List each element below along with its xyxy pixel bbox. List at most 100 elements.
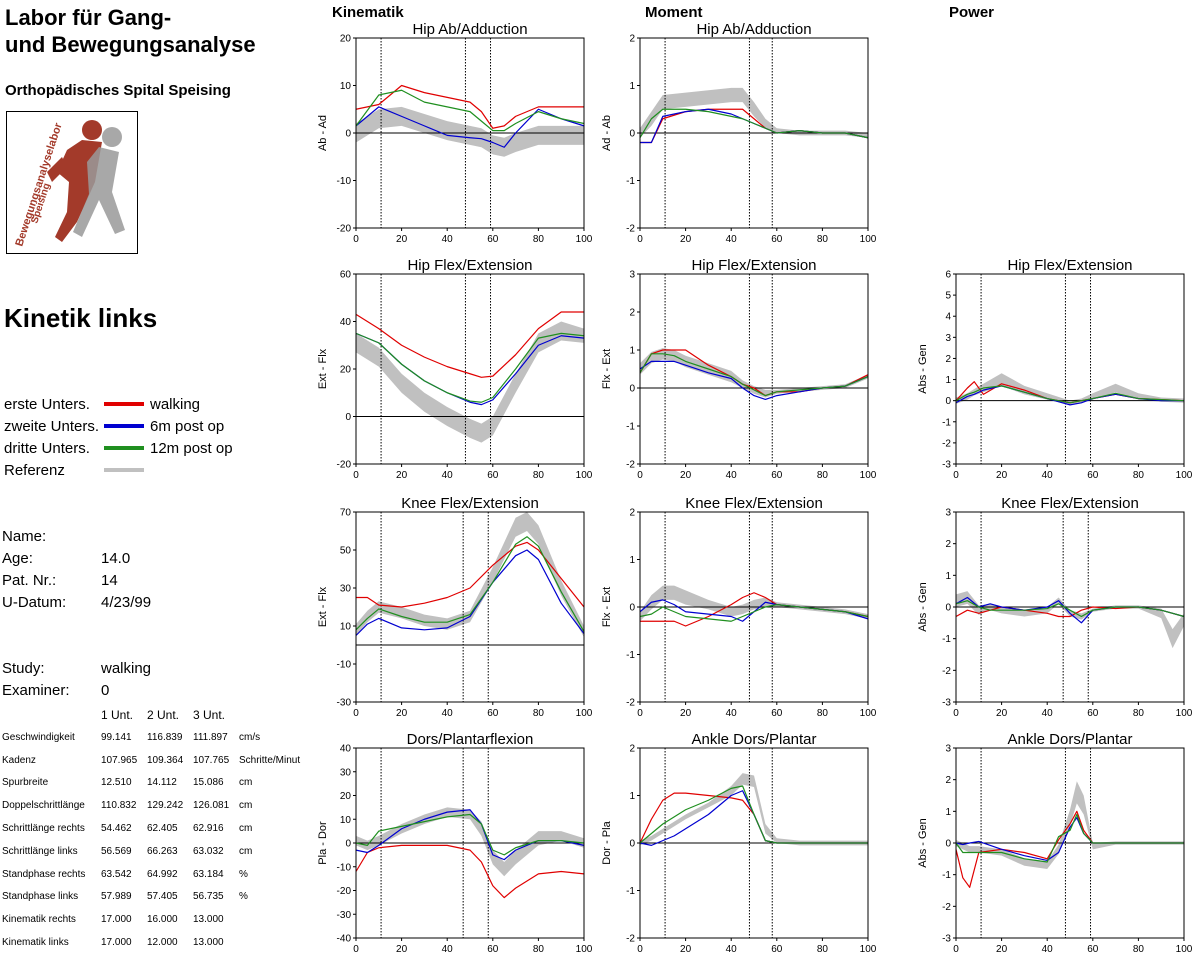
y-tick-label: 6 xyxy=(945,270,951,281)
study-value: 0 xyxy=(101,682,110,699)
param-value: 129.242 xyxy=(147,800,184,812)
y-tick-label: 30 xyxy=(340,584,352,595)
study-key: Study: xyxy=(2,660,45,677)
param-value: 107.765 xyxy=(193,754,230,766)
series-line xyxy=(355,844,585,899)
y-tick-label: 0 xyxy=(629,603,635,614)
param-value: 16.000 xyxy=(147,914,178,926)
legend: erste Unters. walking zweite Unters. 6m … xyxy=(4,393,233,481)
x-tick-label: 0 xyxy=(637,234,643,245)
x-tick-label: 20 xyxy=(396,944,408,955)
study-row: Study: walking xyxy=(2,660,151,682)
reference-band xyxy=(356,321,584,443)
x-tick-label: 100 xyxy=(860,234,877,245)
param-name: Kinematik rechts xyxy=(2,914,76,926)
param-header: 3 Unt. xyxy=(193,708,226,722)
plot-frame xyxy=(355,511,585,703)
param-value: 57.405 xyxy=(147,891,178,903)
legend-item-label: dritte Unters. xyxy=(4,439,90,457)
y-tick-label: -1 xyxy=(626,422,635,433)
patient-key: Age: xyxy=(2,550,33,567)
param-name: Schrittlänge rechts xyxy=(2,823,85,835)
x-tick-label: 80 xyxy=(817,234,829,245)
legend-item: zweite Unters. 6m post op xyxy=(4,415,233,437)
x-tick-label: 20 xyxy=(996,944,1008,955)
param-value: 56.735 xyxy=(193,891,224,903)
patient-value: 14 xyxy=(101,572,118,589)
param-header: 2 Unt. xyxy=(147,708,180,722)
y-tick-label: -1 xyxy=(626,650,635,661)
series-line xyxy=(355,536,585,632)
param-unit: cm xyxy=(239,800,253,812)
y-tick-label: 1 xyxy=(629,346,635,357)
legend-swatch xyxy=(104,446,144,450)
x-tick-label: 80 xyxy=(817,470,829,481)
param-value: 14.112 xyxy=(147,777,177,789)
y-tick-label: -10 xyxy=(337,660,352,671)
y-tick-label: -30 xyxy=(337,910,352,921)
x-tick-label: 60 xyxy=(771,470,783,481)
y-tick-label: 50 xyxy=(340,546,352,557)
y-tick-label: -3 xyxy=(942,934,951,945)
y-tick-label: 2 xyxy=(629,508,635,519)
x-tick-label: 20 xyxy=(680,708,692,719)
y-tick-label: 1 xyxy=(629,555,635,566)
y-tick-label: 40 xyxy=(340,744,352,755)
reference-band xyxy=(640,87,868,138)
y-tick-label: 2 xyxy=(945,775,951,786)
series-line xyxy=(355,549,585,636)
study-key: Examiner: xyxy=(2,682,70,699)
param-value: 116.839 xyxy=(147,731,183,743)
reference-band xyxy=(956,781,1184,869)
x-tick-label: 0 xyxy=(953,708,959,719)
param-row: Kinematik links 17.000 12.000 13.000 xyxy=(2,931,300,954)
param-value: 109.364 xyxy=(147,754,184,766)
patient-row: Name: xyxy=(2,528,151,550)
reference-band xyxy=(956,373,1184,405)
param-row: Geschwindigkeit 99.141 116.839 111.897 cm/s xyxy=(2,726,300,749)
legend-item-label: Referenz xyxy=(4,461,65,479)
y-axis-label: Abs - Gen xyxy=(917,818,929,868)
patient-row: U-Datum: 4/23/99 xyxy=(2,594,151,616)
legend-item: Referenz xyxy=(4,459,233,481)
legend-item-desc: walking xyxy=(150,395,201,413)
x-tick-label: 20 xyxy=(680,234,692,245)
y-tick-label: 3 xyxy=(945,744,951,755)
y-tick-label: 30 xyxy=(340,767,352,778)
x-tick-label: 100 xyxy=(1176,708,1193,719)
x-tick-label: 100 xyxy=(1176,944,1193,955)
param-name: Kadenz xyxy=(2,754,36,766)
param-unit: cm xyxy=(239,845,253,857)
param-value: 56.569 xyxy=(101,845,132,857)
y-tick-label: 2 xyxy=(629,34,635,45)
y-tick-label: -2 xyxy=(942,902,951,913)
legend-item: dritte Unters. 12m post op xyxy=(4,437,233,459)
param-value: 99.141 xyxy=(101,731,132,743)
x-tick-label: 20 xyxy=(396,708,408,719)
legend-item: erste Unters. walking xyxy=(4,393,233,415)
x-tick-label: 40 xyxy=(726,470,738,481)
patient-key: Name: xyxy=(2,528,47,545)
series-line xyxy=(955,600,1185,618)
y-tick-label: -3 xyxy=(942,698,951,709)
y-tick-label: 1 xyxy=(945,807,951,818)
y-tick-label: 1 xyxy=(945,571,951,582)
param-row: Doppelschrittlänge 110.832 129.242 126.081 c… xyxy=(2,794,300,817)
param-value: 13.000 xyxy=(193,937,224,949)
y-tick-label: 3 xyxy=(945,508,951,519)
x-tick-label: 100 xyxy=(576,944,593,955)
y-tick-label: -2 xyxy=(626,460,635,471)
y-tick-label: 4 xyxy=(945,312,951,323)
y-axis-label: Ext - Flx xyxy=(317,586,329,627)
y-axis-label: Dor - Pla xyxy=(601,820,613,864)
x-tick-label: 20 xyxy=(396,470,408,481)
x-tick-label: 60 xyxy=(771,234,783,245)
y-axis-label: Flx - Ext xyxy=(601,587,613,627)
lab-title-line1: Labor für Gang- xyxy=(5,5,172,30)
y-tick-label: -20 xyxy=(337,224,352,235)
x-tick-label: 0 xyxy=(353,944,359,955)
param-unit: % xyxy=(239,891,248,903)
param-value: 17.000 xyxy=(101,914,132,926)
param-name: Geschwindigkeit xyxy=(2,731,75,743)
param-unit: cm/s xyxy=(239,731,261,743)
